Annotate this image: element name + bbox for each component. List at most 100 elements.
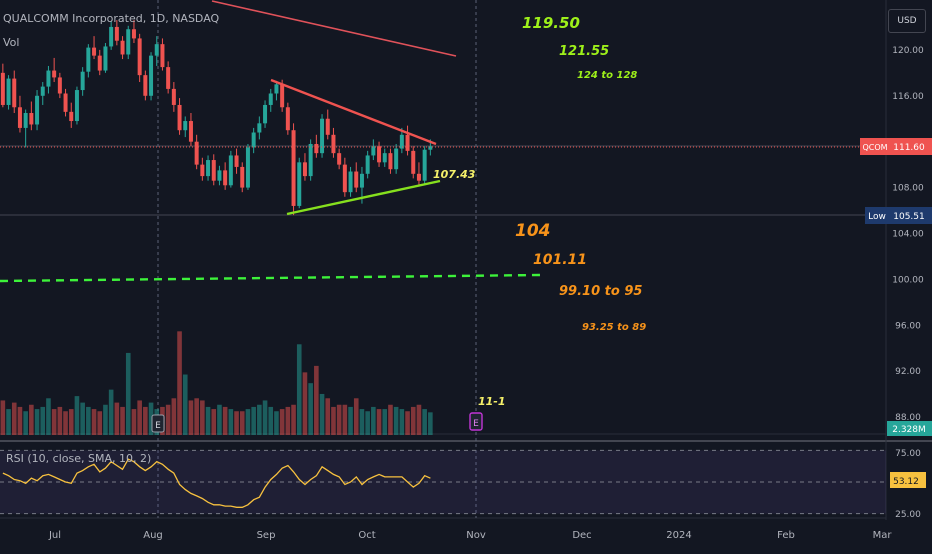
low-value: 105.51	[893, 212, 925, 222]
trendlines[interactable]	[0, 0, 886, 283]
earnings-badge-nov-label: E	[473, 419, 479, 429]
price-tick-6: 96.00	[895, 321, 921, 331]
volume-bar	[314, 365, 319, 435]
volume-bar	[376, 409, 382, 435]
candle-body	[314, 143, 319, 154]
earnings-badge-aug[interactable]	[151, 414, 165, 433]
time-axis[interactable]: Jul Aug Sep Oct Nov Dec 2024 Feb Mar	[48, 530, 892, 541]
candle-body	[240, 166, 245, 188]
rsi-tick-25: 25.00	[895, 510, 921, 520]
candle-body	[337, 153, 342, 165]
candle-body	[399, 134, 404, 149]
candle-body	[57, 77, 62, 94]
support-line[interactable]	[286, 179, 441, 216]
candle-body	[365, 155, 370, 174]
volume-bar	[279, 409, 285, 435]
volume-bar	[302, 372, 308, 435]
last-price-value: 111.60	[893, 143, 925, 153]
volume-label: Vol	[3, 36, 20, 49]
volume-bar	[399, 409, 405, 435]
volume-bar	[182, 374, 188, 435]
candle-body	[171, 88, 176, 105]
candle-body	[354, 171, 359, 188]
annotation-121-55: 121.55	[559, 44, 609, 59]
volume-bar	[80, 402, 85, 435]
candle-body	[6, 78, 11, 105]
time-tick-5: Dec	[572, 530, 591, 541]
low-label: Low	[868, 212, 886, 222]
annotation-93-25-to-89: 93.25 to 89	[582, 322, 646, 333]
candle-body	[188, 121, 193, 142]
rsi-tick-75: 75.00	[895, 449, 921, 459]
candle-body	[114, 26, 119, 41]
candle-body	[154, 44, 159, 56]
volume-bar	[257, 404, 262, 435]
volume-bar	[143, 406, 148, 435]
candle-body	[200, 164, 205, 177]
candle-body	[320, 118, 325, 154]
volume-bars	[0, 331, 433, 435]
volume-bar	[6, 409, 11, 435]
volume-bar	[416, 404, 422, 435]
target-dashed-line[interactable]	[0, 273, 541, 283]
candle-body	[382, 153, 387, 163]
earnings-badges[interactable]: E E	[151, 412, 483, 433]
volume-bar	[74, 396, 80, 435]
candle-body	[80, 71, 85, 91]
volume-bar	[57, 406, 63, 435]
candle-body	[12, 78, 17, 108]
candle-body	[74, 90, 79, 122]
candle-body	[416, 173, 421, 181]
price-axis[interactable]: 120.00116.00112.00108.00104.00100.0096.0…	[892, 46, 924, 423]
volume-bar	[222, 406, 228, 435]
volume-bar	[393, 406, 399, 435]
volume-bar	[0, 400, 6, 435]
volume-bar	[63, 411, 68, 435]
volume-bar	[428, 412, 433, 435]
candle-body	[245, 147, 250, 188]
volume-bar	[371, 406, 376, 435]
volume-bar	[165, 404, 171, 435]
time-tick-2: Sep	[257, 530, 276, 541]
volume-bar	[405, 411, 410, 435]
volume-bar	[348, 406, 353, 435]
candle-body	[274, 84, 279, 94]
time-tick-3: Oct	[358, 530, 375, 541]
volume-bar	[46, 398, 51, 435]
candle-body	[103, 46, 108, 71]
candle-body	[0, 72, 5, 105]
time-tick-4: Nov	[466, 530, 486, 541]
candle-body	[206, 160, 211, 177]
annotation-104: 104	[515, 221, 551, 241]
candle-body	[411, 150, 416, 174]
annotation-99-10-to-95: 99.10 to 95	[559, 284, 642, 299]
candle-body	[120, 40, 125, 55]
upper-trendline-long[interactable]	[211, 0, 457, 57]
candle-body	[35, 95, 40, 125]
candle-body	[268, 93, 273, 105]
rsi-pane	[0, 449, 886, 515]
candle-body	[234, 155, 239, 167]
candle-body	[325, 118, 330, 135]
candle-body	[388, 153, 393, 170]
price-tick-0: 120.00	[892, 46, 924, 56]
candle-body	[63, 93, 68, 112]
volume-bar	[148, 402, 154, 435]
volume-bar	[268, 406, 274, 435]
volume-bar	[188, 400, 194, 435]
volume-bar	[194, 398, 199, 435]
annotation-119-50: 119.50	[522, 14, 580, 32]
volume-bar	[353, 398, 359, 435]
candle-body	[40, 86, 45, 96]
currency-button[interactable]: USD	[888, 9, 926, 33]
volume-bar	[251, 406, 256, 435]
candle-body	[92, 47, 97, 56]
candle-body	[348, 171, 353, 193]
upper-triangle-line[interactable]	[270, 78, 437, 146]
candle-body	[291, 130, 296, 206]
earnings-badge-nov[interactable]	[469, 412, 483, 431]
volume-bar	[245, 409, 251, 435]
volume-bar	[86, 406, 91, 435]
